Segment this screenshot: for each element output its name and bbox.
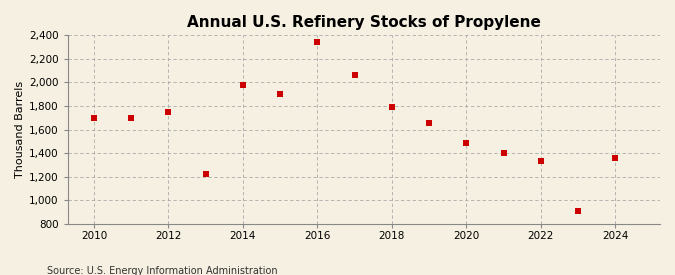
Point <box>238 82 248 87</box>
Point <box>424 120 435 125</box>
Text: Source: U.S. Energy Information Administration: Source: U.S. Energy Information Administ… <box>47 266 278 275</box>
Point <box>126 116 136 120</box>
Point <box>387 105 398 109</box>
Point <box>163 110 173 114</box>
Point <box>461 140 472 145</box>
Point <box>312 40 323 45</box>
Point <box>275 92 286 97</box>
Y-axis label: Thousand Barrels: Thousand Barrels <box>15 81 25 178</box>
Point <box>572 209 583 213</box>
Point <box>535 159 546 164</box>
Title: Annual U.S. Refinery Stocks of Propylene: Annual U.S. Refinery Stocks of Propylene <box>187 15 541 30</box>
Point <box>349 73 360 78</box>
Point <box>200 172 211 177</box>
Point <box>610 156 621 160</box>
Point <box>498 151 509 155</box>
Point <box>88 116 99 120</box>
